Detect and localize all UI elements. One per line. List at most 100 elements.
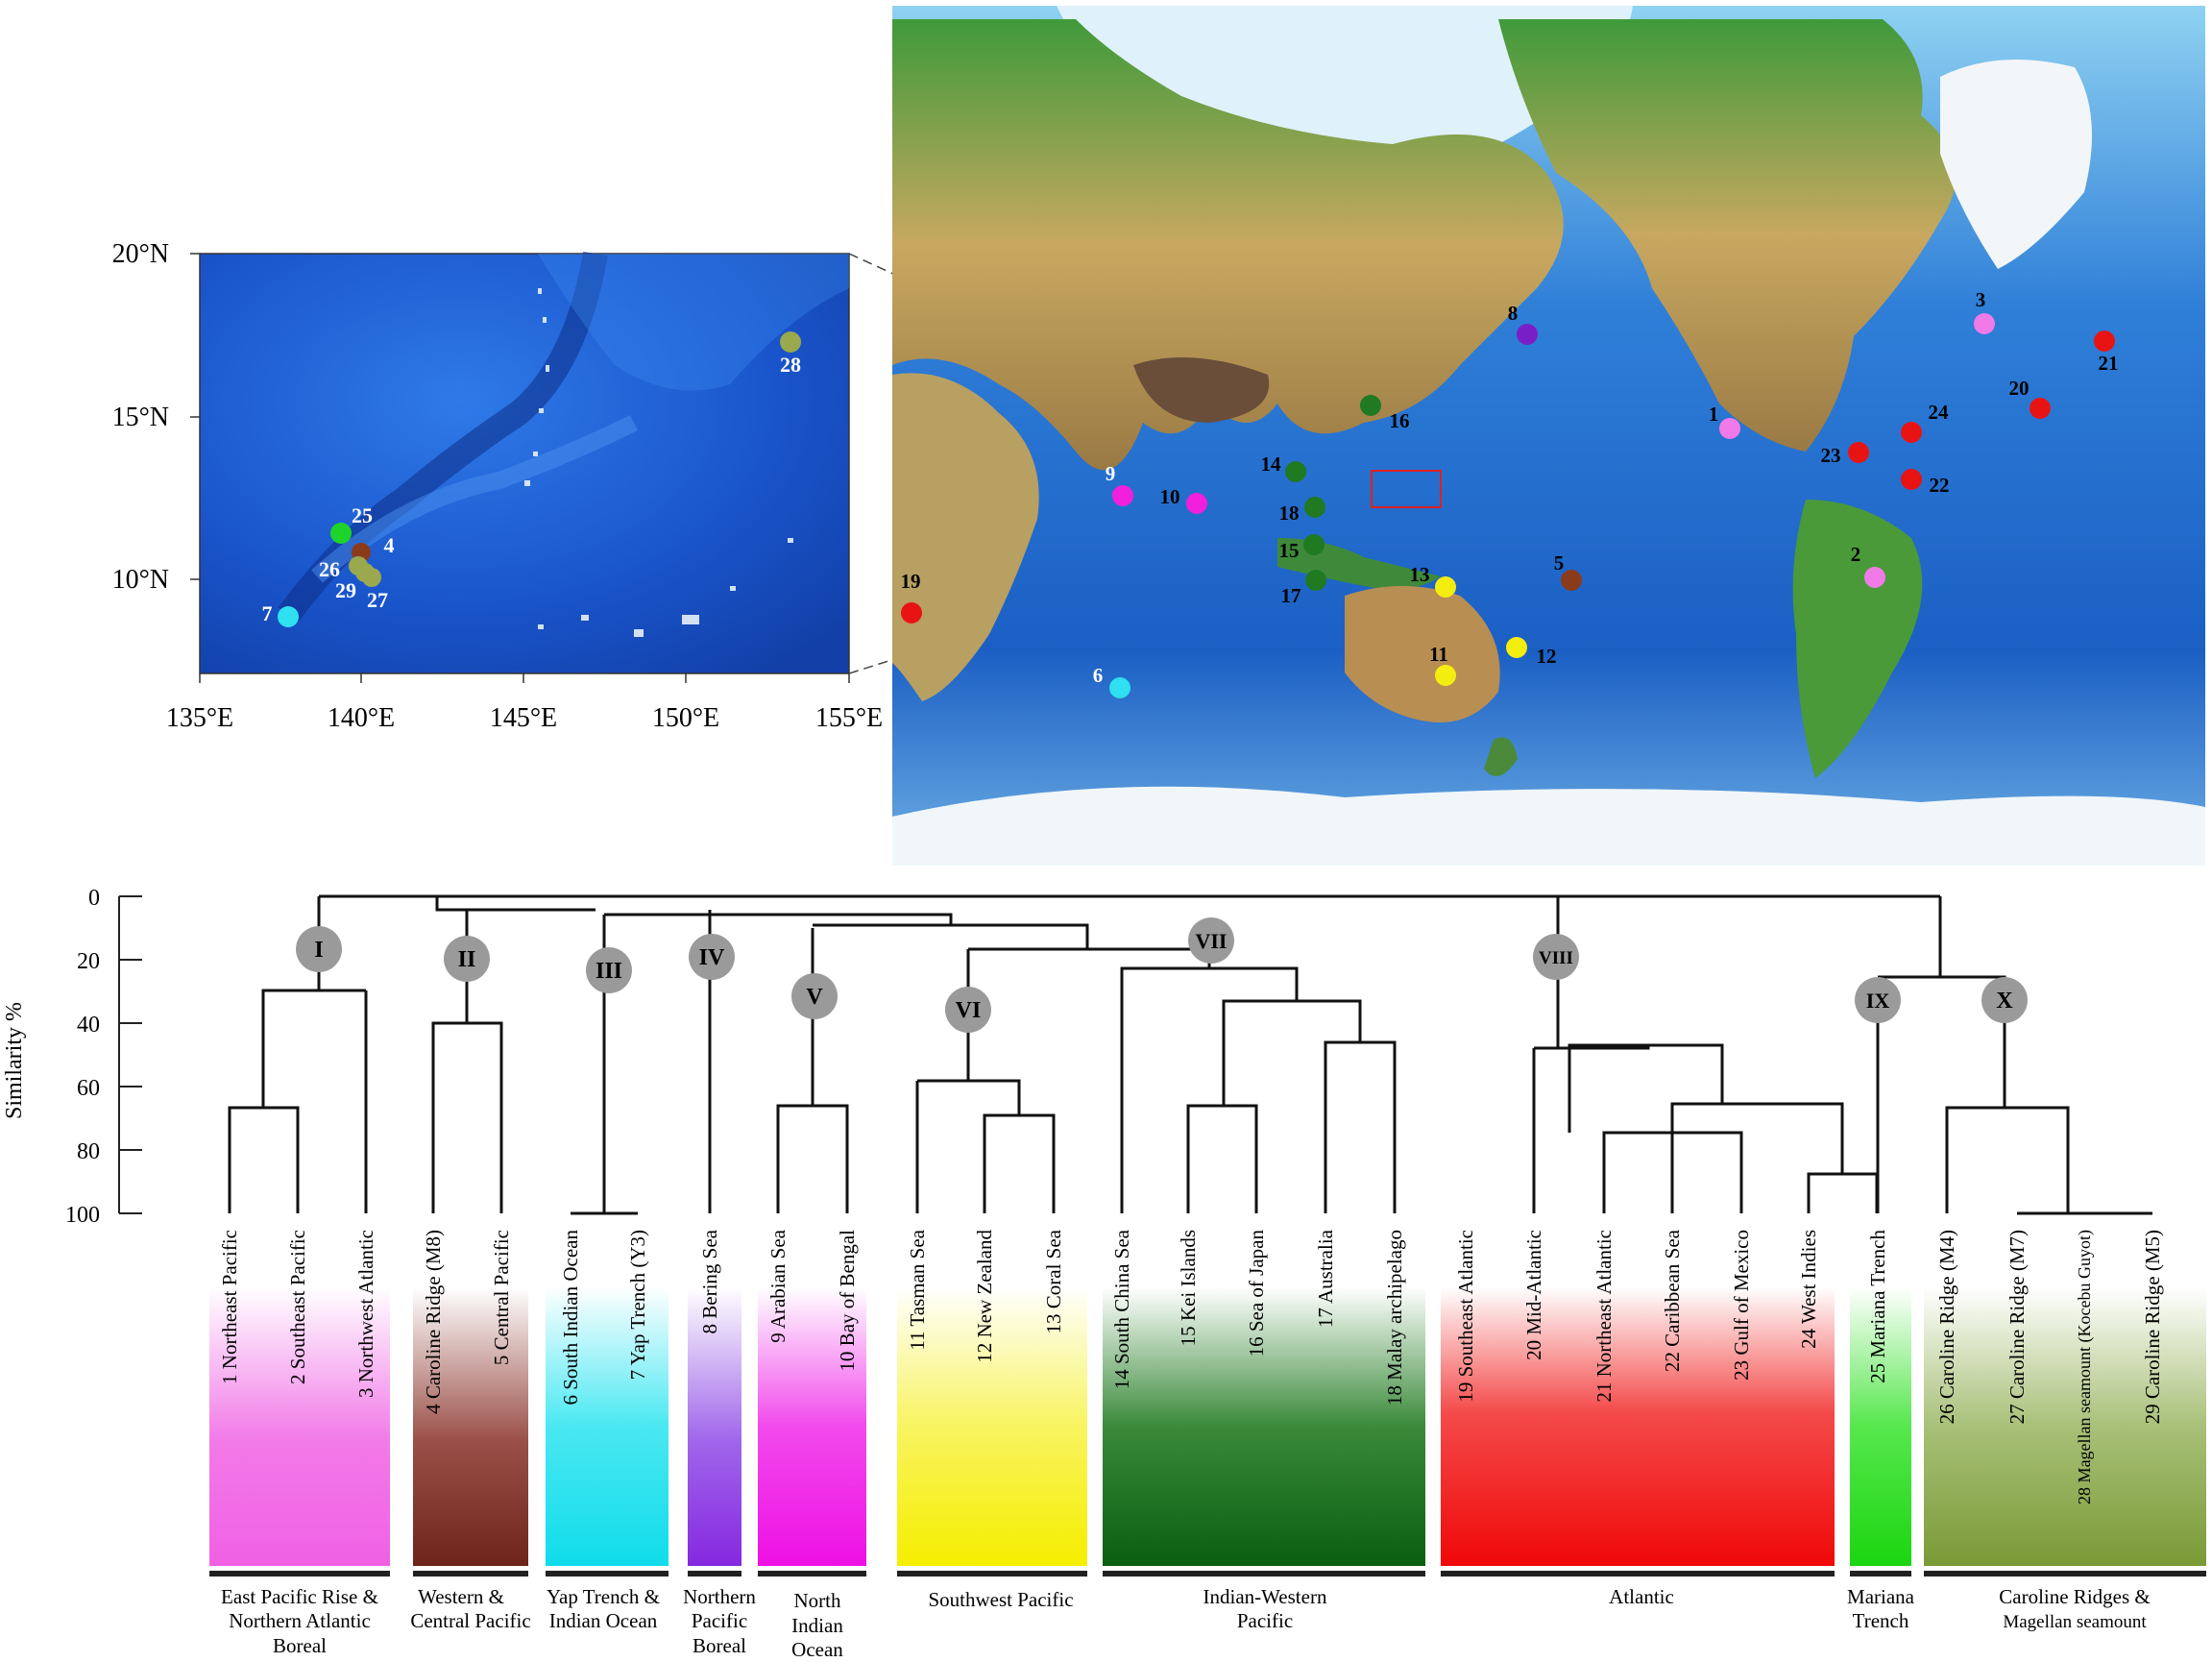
cluster-badge-label: X: [1996, 989, 2013, 1014]
cluster-badge-VIII: VIII: [1533, 934, 1579, 980]
inset-islands: [524, 288, 793, 637]
world-site-22: 22: [1901, 469, 1950, 497]
mask-atlantic-mariana-gap: [1835, 1287, 1850, 1566]
site-label: 15: [1279, 539, 1300, 562]
group-name-line: Western &: [418, 1585, 504, 1608]
site-label: 2: [1851, 543, 1861, 566]
group-name-indian-western-pacific: Indian-Western Pacific: [1203, 1585, 1327, 1632]
leaf-label: 4 Caroline Ridge (M8): [422, 1230, 445, 1414]
world-site-5: 5: [1554, 551, 1582, 591]
site-marker: [330, 523, 352, 544]
group-name-southwest-pacific: Southwest Pacific: [928, 1588, 1073, 1611]
site-marker: [780, 331, 801, 353]
inset-region-box: [1371, 470, 1442, 508]
site-marker: [1517, 324, 1538, 345]
greenland: [1940, 60, 2092, 269]
leaf-label: 29 Caroline Ridge (M5): [2141, 1230, 2164, 1424]
y-tick-label: 0: [88, 886, 100, 911]
leaf-label: 6 South Indian Ocean: [559, 1230, 582, 1405]
cluster-badge-IX: IX: [1855, 977, 1901, 1023]
leaf-label: 5 Central Pacific: [490, 1230, 513, 1365]
leaf-label: 25 Mariana Trench: [1866, 1230, 1889, 1383]
leaf-label: 19 Southeast Atlantic: [1454, 1230, 1477, 1403]
site-marker: [1864, 567, 1885, 588]
world-site-17: 17: [1281, 570, 1326, 607]
y-axis-label: Similarity %: [2, 1002, 27, 1119]
cluster-badge-label: III: [596, 959, 622, 984]
site-label: 7: [262, 601, 273, 625]
group-name-line: Pacific: [692, 1609, 747, 1632]
leaf-label: 2 Southeast Pacific: [286, 1230, 309, 1384]
inset-lat-label: 15°N: [112, 403, 169, 432]
group-name-mariana: Mariana Trench: [1847, 1585, 1915, 1632]
world-site-1: 1: [1709, 403, 1740, 439]
group-band-northern-pacific: [688, 1287, 741, 1566]
y-axis-ticks: [119, 895, 142, 1214]
group-name-caroline-magellan: Caroline Ridges & Magellan seamount: [1999, 1585, 2150, 1632]
group-name-east-pacific: East Pacific Rise & Northern Atlantic Bo…: [221, 1585, 378, 1657]
site-marker: [1719, 418, 1740, 439]
group-name-line: Pacific: [1237, 1609, 1293, 1632]
cluster-badge-V: V: [791, 973, 838, 1019]
site-label: 21: [2099, 352, 2119, 375]
site-label: 12: [1537, 645, 1557, 668]
cluster-badge-label: IX: [1866, 989, 1890, 1013]
north-america: [1498, 19, 1956, 452]
site-label: 16: [1390, 409, 1410, 432]
leaf-label: 3 Northwest Atlantic: [354, 1230, 377, 1398]
site-label: 14: [1261, 452, 1282, 476]
leaf-label: 17 Australia: [1314, 1229, 1337, 1328]
antarctica: [892, 786, 2205, 866]
site-marker: [278, 606, 299, 627]
site-label: 23: [1821, 444, 1841, 467]
cluster-badge-IV: IV: [689, 934, 735, 980]
leaf-label: 13 Coral Sea: [1042, 1229, 1065, 1333]
new-zealand: [1484, 737, 1518, 776]
group-band-atlantic: [1441, 1287, 1911, 1566]
site-label: 17: [1281, 584, 1301, 607]
group-name-northern-pacific: Northern Pacific Boreal: [683, 1585, 756, 1657]
site-label: 20: [2009, 377, 2030, 400]
world-site-23: 23: [1821, 442, 1869, 467]
group-name-line: Indian Ocean: [549, 1609, 658, 1632]
inset-ridge: [311, 414, 639, 583]
group-name-line: Northern Atlantic: [229, 1609, 371, 1632]
leaf-label: 24 West Indies: [1797, 1230, 1820, 1349]
y-tick-label: 60: [77, 1076, 100, 1101]
world-site-8: 8: [1508, 302, 1538, 345]
inset-lon-label: 145°E: [490, 703, 557, 733]
group-name-north-indian: North Indian Ocean: [791, 1589, 843, 1661]
inset-lon-label: 135°E: [166, 703, 233, 733]
inset-site-27: 27: [362, 568, 388, 612]
group-name-line: Boreal: [693, 1634, 746, 1657]
site-label: 18: [1279, 501, 1300, 525]
site-label: 27: [367, 588, 388, 612]
dendrogram: Similarity % 0 20 40 60 80 100: [2, 886, 2206, 1661]
australia: [1345, 586, 1500, 722]
group-name-line: Indian-Western: [1203, 1585, 1327, 1608]
site-label: 26: [319, 557, 340, 581]
world-map: 1 2 3 5 6 8 9 10 11 12 13 14 15 16 17 18…: [892, 6, 2205, 866]
cluster-badge-label: V: [806, 985, 823, 1010]
world-site-24: 24: [1901, 401, 1949, 443]
leaf-label: 9 Arabian Sea: [766, 1229, 790, 1342]
group-name-line: Yap Trench &: [547, 1585, 660, 1608]
site-label: 22: [1930, 474, 1950, 497]
site-label: 28: [780, 353, 801, 377]
site-marker: [2094, 330, 2115, 352]
y-tick-label: 80: [77, 1139, 100, 1164]
site-label: 24: [1929, 401, 1950, 424]
world-site-21: 21: [2094, 330, 2119, 375]
site-marker: [1285, 461, 1306, 482]
cluster-badge-III: III: [586, 947, 632, 993]
site-marker: [362, 568, 381, 587]
site-marker: [1303, 534, 1325, 555]
inset-lat-label: 20°N: [112, 239, 169, 269]
y-tick-label: 40: [77, 1013, 100, 1038]
leaf-label: 23 Gulf of Mexico: [1730, 1230, 1753, 1381]
eurasia: [892, 19, 1564, 471]
site-label: 13: [1410, 563, 1430, 586]
cluster-badge-X: X: [1981, 977, 2028, 1023]
group-name-line: East Pacific Rise &: [221, 1585, 378, 1608]
